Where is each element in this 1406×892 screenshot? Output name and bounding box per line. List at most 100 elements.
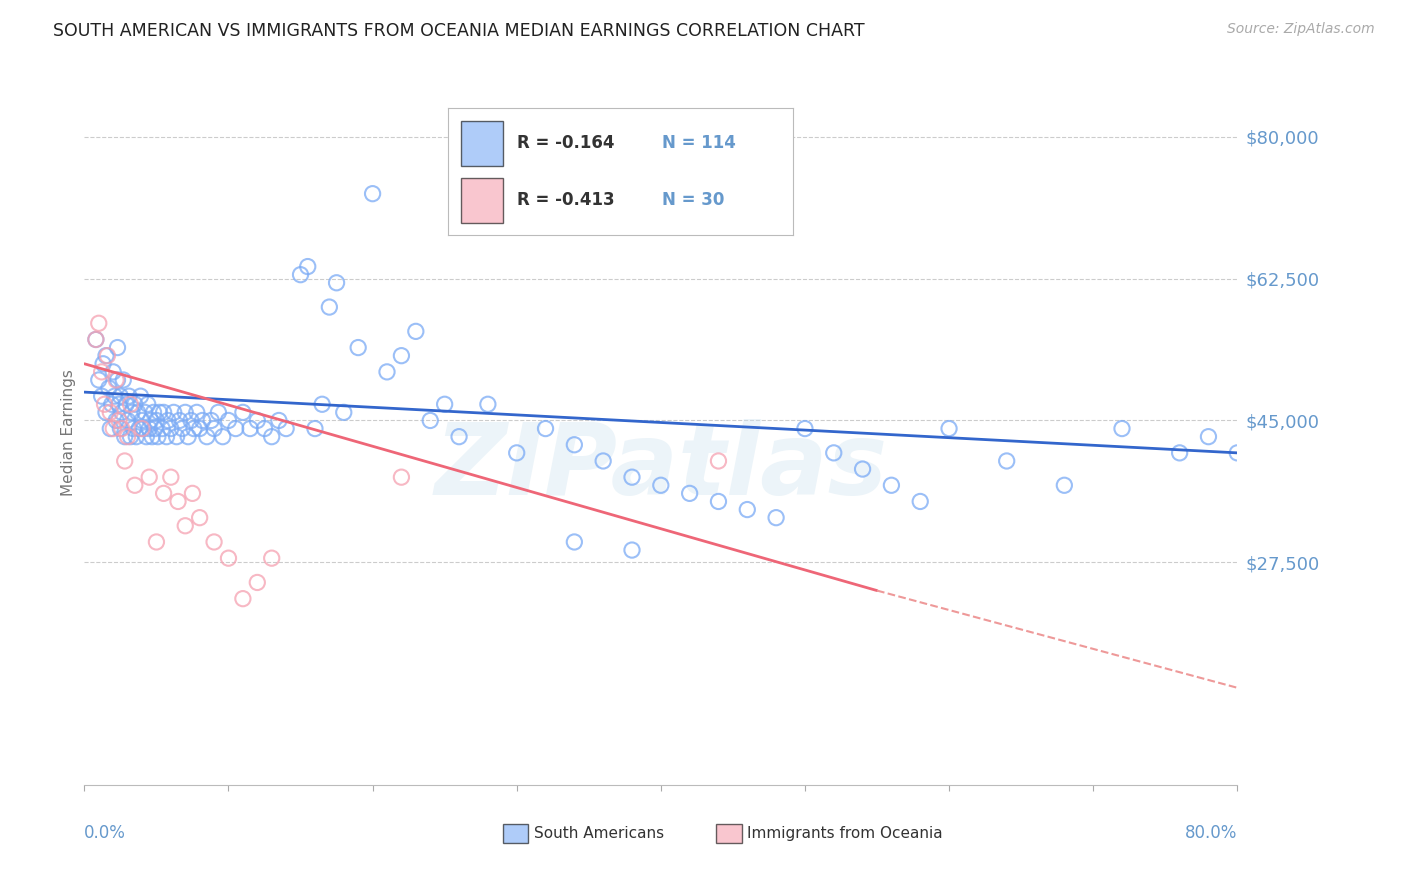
Point	[152, 405, 174, 419]
Text: Source: ZipAtlas.com: Source: ZipAtlas.com	[1227, 22, 1375, 37]
Point	[433, 397, 456, 411]
Point	[128, 421, 150, 435]
Point	[134, 405, 156, 419]
Point	[391, 470, 413, 484]
Point	[188, 421, 211, 435]
Point	[232, 405, 254, 419]
Point	[347, 341, 370, 355]
Point	[125, 430, 148, 444]
Point	[96, 349, 118, 363]
Point	[325, 276, 347, 290]
Point	[110, 389, 132, 403]
Point	[135, 430, 157, 444]
Point	[910, 494, 932, 508]
Point	[145, 535, 167, 549]
Point	[707, 454, 730, 468]
Point	[290, 268, 312, 282]
Point	[253, 421, 276, 435]
Point	[621, 470, 644, 484]
Point	[107, 341, 129, 355]
Point	[267, 413, 290, 427]
Point	[852, 462, 875, 476]
Point	[232, 591, 254, 606]
Point	[391, 349, 413, 363]
Point	[90, 365, 112, 379]
Point	[239, 421, 262, 435]
Point	[94, 349, 117, 363]
Point	[122, 421, 145, 435]
FancyBboxPatch shape	[503, 823, 529, 844]
Point	[138, 470, 160, 484]
Point	[186, 405, 208, 419]
Point	[131, 413, 153, 427]
Point	[93, 397, 115, 411]
Point	[87, 316, 110, 330]
Point	[129, 389, 152, 403]
Point	[207, 405, 229, 419]
Point	[114, 430, 136, 444]
Point	[105, 373, 128, 387]
Point	[823, 446, 845, 460]
Point	[131, 421, 153, 435]
Point	[246, 575, 269, 590]
Point	[737, 502, 759, 516]
Point	[1198, 430, 1220, 444]
Point	[621, 543, 644, 558]
Point	[150, 421, 173, 435]
Point	[124, 397, 146, 411]
Point	[375, 365, 398, 379]
Point	[172, 421, 194, 435]
Point	[246, 413, 269, 427]
Point	[160, 421, 183, 435]
Point	[143, 421, 166, 435]
Point	[120, 397, 142, 411]
Point	[112, 373, 135, 387]
FancyBboxPatch shape	[716, 823, 741, 844]
Point	[146, 430, 169, 444]
Point	[506, 446, 529, 460]
Point	[188, 510, 211, 524]
Point	[707, 494, 730, 508]
Point	[202, 535, 225, 549]
Point	[405, 324, 427, 338]
Point	[118, 389, 141, 403]
Point	[995, 454, 1018, 468]
Point	[84, 333, 107, 347]
Point	[104, 389, 127, 403]
Point	[1053, 478, 1076, 492]
Point	[127, 405, 149, 419]
Point	[195, 430, 218, 444]
Point	[564, 438, 586, 452]
Text: South Americans: South Americans	[534, 826, 664, 841]
Point	[361, 186, 384, 201]
Point	[276, 421, 298, 435]
Point	[100, 397, 122, 411]
Point	[120, 430, 142, 444]
Point	[107, 373, 129, 387]
Point	[564, 535, 586, 549]
Point	[103, 365, 124, 379]
Point	[534, 421, 557, 435]
Point	[103, 421, 124, 435]
Point	[794, 421, 817, 435]
Point	[650, 478, 672, 492]
Point	[180, 413, 202, 427]
Point	[1168, 446, 1191, 460]
Point	[98, 421, 121, 435]
Point	[880, 478, 903, 492]
Point	[333, 405, 356, 419]
Point	[142, 405, 165, 419]
Point	[108, 413, 131, 427]
Point	[419, 413, 441, 427]
Point	[114, 454, 136, 468]
Point	[87, 373, 110, 387]
Point	[136, 397, 159, 411]
Point	[156, 413, 179, 427]
Point	[160, 470, 183, 484]
Point	[139, 413, 162, 427]
Point	[1111, 421, 1133, 435]
Point	[117, 430, 139, 444]
Point	[938, 421, 960, 435]
Point	[141, 430, 163, 444]
Point	[111, 405, 134, 419]
